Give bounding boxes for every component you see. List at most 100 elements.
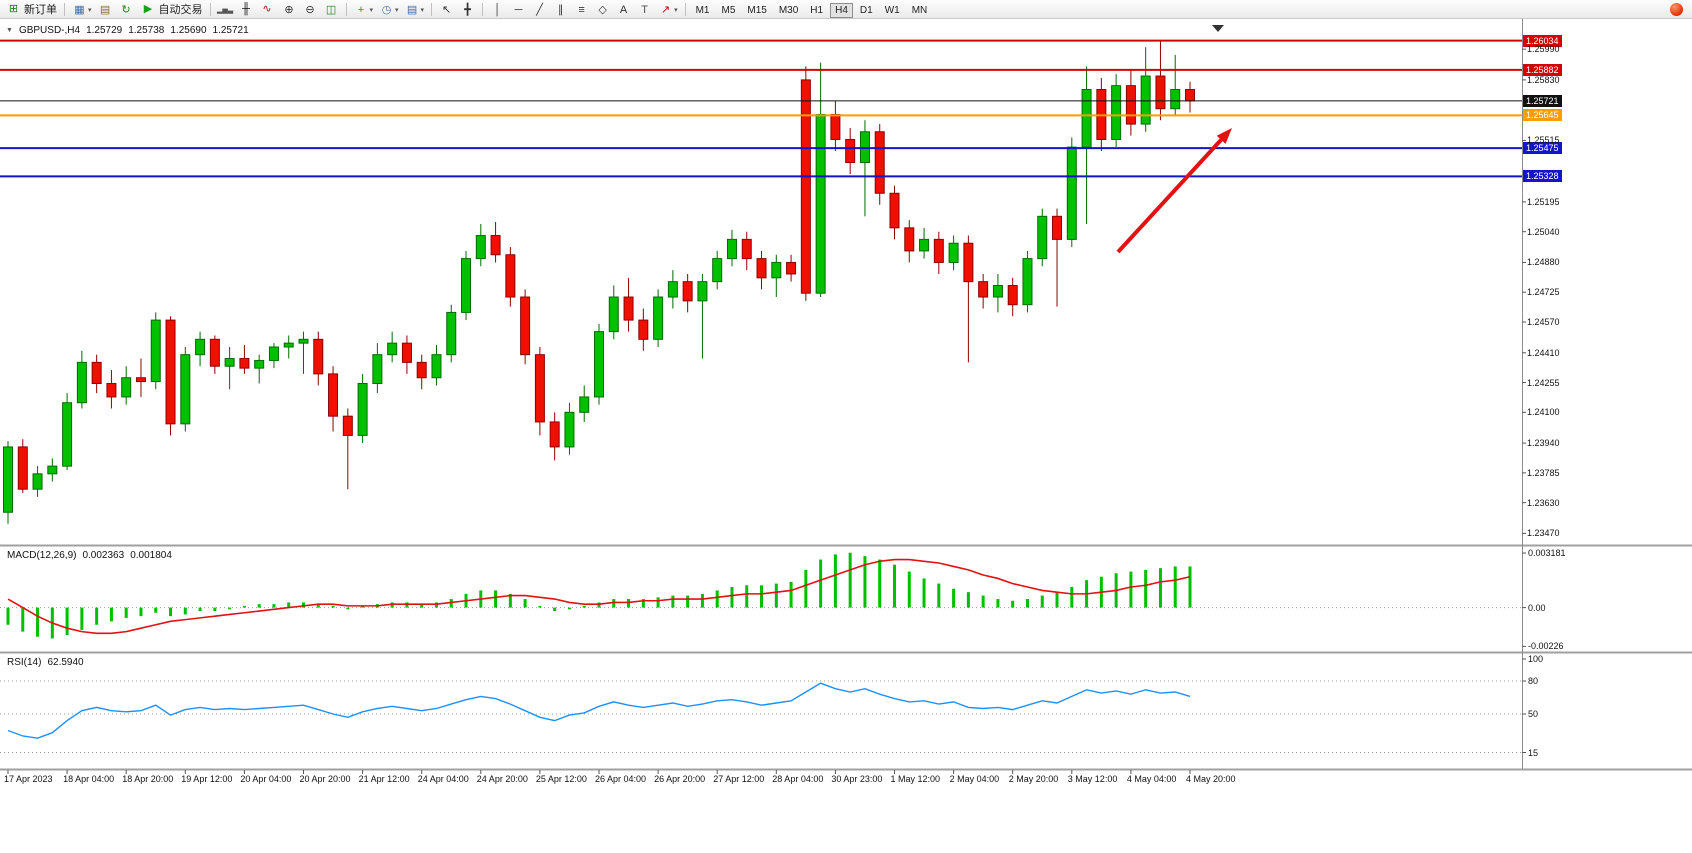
zoom-in-icon: ⊕ bbox=[284, 3, 294, 16]
toolbar-separator bbox=[431, 2, 433, 16]
candle-body bbox=[431, 354, 442, 379]
shapes-button[interactable]: ◇ bbox=[592, 2, 613, 19]
timeframe-m5-button[interactable]: M5 bbox=[721, 5, 736, 16]
templates-button[interactable]: ▤ ▾ bbox=[402, 2, 428, 19]
candle-body bbox=[298, 338, 309, 344]
arrows-button[interactable]: ↗ ▾ bbox=[655, 2, 681, 19]
equidistant-channel-button[interactable]: ∥ bbox=[550, 2, 571, 19]
macd-histogram-bar bbox=[21, 607, 25, 632]
price-label: 1.24880 bbox=[1527, 257, 1560, 268]
dropdown-caret-icon: ▾ bbox=[420, 7, 425, 14]
timeframe-m1-button[interactable]: M1 bbox=[695, 5, 710, 16]
macd-histogram-bar bbox=[981, 595, 985, 608]
candle-body bbox=[638, 319, 649, 340]
bar-chart-button[interactable]: ▂▅▃ bbox=[215, 2, 236, 19]
rsi-value: 62.5940 bbox=[47, 657, 84, 668]
time-label: 25 Apr 12:00 bbox=[535, 774, 587, 784]
low-value: 1.25690 bbox=[170, 25, 207, 36]
text-icon: A bbox=[619, 3, 628, 16]
macd-main-value: 0.002363 bbox=[82, 550, 125, 561]
tile-windows-button[interactable]: ◫ bbox=[321, 2, 342, 19]
cursor-button[interactable]: ↖ bbox=[436, 2, 457, 19]
autotrading-label: 自动交易 bbox=[158, 4, 203, 16]
macd-histogram-bar bbox=[730, 587, 734, 608]
timeframe-m30-button[interactable]: M30 bbox=[778, 5, 799, 16]
refresh-button[interactable]: ↻ bbox=[116, 2, 137, 19]
trend-arrow-annotation[interactable] bbox=[1116, 138, 1223, 254]
chart-window: ▼ GBPUSD-,H4 1.25729 1.25738 1.25690 1.2… bbox=[0, 19, 1692, 790]
candle-body bbox=[283, 342, 294, 348]
candlestick-chart-button[interactable]: ╫ bbox=[236, 1, 257, 18]
candle-body bbox=[1111, 85, 1122, 140]
price-label: 1.25990 bbox=[1527, 44, 1560, 55]
profiles-button[interactable]: ▤ bbox=[95, 2, 116, 19]
macd-histogram-bar bbox=[922, 578, 926, 608]
high-value: 1.25738 bbox=[128, 25, 165, 36]
trendline-button[interactable]: ╱ bbox=[529, 2, 550, 19]
symbol-period-label: GBPUSD-,H4 bbox=[18, 25, 81, 36]
candle-body bbox=[328, 373, 339, 417]
text-label-button[interactable]: T bbox=[634, 2, 655, 19]
candle-body bbox=[91, 361, 102, 385]
macd-histogram-bar bbox=[774, 583, 778, 608]
candle-body bbox=[165, 319, 176, 425]
new-order-button[interactable]: ⊞ 新订单 bbox=[3, 1, 60, 18]
notification-icon[interactable] bbox=[1670, 2, 1683, 16]
candle-body bbox=[32, 473, 43, 490]
timeframe-m15-button[interactable]: M15 bbox=[747, 5, 767, 16]
macd-histogram-bar bbox=[597, 602, 601, 608]
candle-body bbox=[904, 227, 915, 252]
line-chart-button[interactable]: ∿ bbox=[257, 1, 278, 18]
time-label: 20 Apr 04:00 bbox=[240, 774, 292, 784]
candle-body bbox=[697, 281, 708, 302]
text-button[interactable]: A bbox=[613, 2, 634, 19]
autotrading-button[interactable]: ▶ 自动交易 bbox=[138, 1, 206, 18]
macd-histogram-bar bbox=[213, 607, 217, 612]
macd-histogram-bar bbox=[1129, 571, 1133, 608]
periods-button[interactable]: ◷ ▾ bbox=[376, 2, 402, 19]
candle-body bbox=[357, 383, 368, 436]
time-label: 20 Apr 20:00 bbox=[299, 774, 351, 784]
vertical-line-button[interactable]: │ bbox=[487, 2, 508, 19]
timeframe-h4-button[interactable]: H4 bbox=[830, 3, 853, 18]
chart-type-group: ▂▅▃ ╫ ∿ bbox=[215, 0, 278, 19]
fibonacci-button[interactable]: ≡ bbox=[571, 2, 592, 19]
new-order-label: 新订单 bbox=[24, 4, 57, 16]
macd-histogram-bar bbox=[420, 604, 424, 608]
macd-histogram-bar bbox=[1011, 600, 1015, 608]
macd-name: MACD(12,26,9) bbox=[7, 550, 77, 561]
chart-canvas[interactable] bbox=[0, 19, 1692, 790]
macd-histogram-bar bbox=[65, 607, 69, 636]
chart-shift-marker-icon[interactable] bbox=[1212, 25, 1224, 32]
indicators-button[interactable]: + ▾ bbox=[351, 2, 377, 19]
tile-windows-icon: ◫ bbox=[325, 3, 337, 16]
macd-histogram-bar bbox=[863, 556, 867, 608]
macd-histogram-bar bbox=[848, 552, 852, 608]
zoom-out-button[interactable]: ⊖ bbox=[300, 2, 321, 19]
zoom-in-button[interactable]: ⊕ bbox=[279, 2, 300, 19]
price-label: 1.24570 bbox=[1527, 317, 1560, 327]
macd-histogram-bar bbox=[287, 602, 291, 608]
profiles-icon: ▤ bbox=[99, 3, 111, 16]
horizontal-line-button[interactable]: ─ bbox=[508, 2, 529, 19]
toolbar: ⊞ 新订单 ▦ ▾ ▤ ↻ ▶ 自动交易 ▂▅▃ ╫ ∿ ⊕ ⊖ ◫ + ▾ ◷ ▾ ▤ ▾ ↖ ╋ │ ─… bbox=[0, 0, 1692, 19]
timeframe-mn-button[interactable]: MN bbox=[911, 5, 928, 16]
candle-body bbox=[224, 358, 235, 367]
line-chart-icon: ∿ bbox=[262, 3, 272, 15]
timeframe-d1-button[interactable]: D1 bbox=[859, 5, 873, 16]
fibonacci-icon: ≡ bbox=[578, 3, 585, 16]
time-label: 18 Apr 20:00 bbox=[122, 774, 174, 784]
price-label: 1.24725 bbox=[1527, 287, 1560, 298]
price-label: 1.25515 bbox=[1527, 135, 1560, 146]
new-chart-button[interactable]: ▦ ▾ bbox=[69, 2, 95, 19]
price-line-tag: 1.25475 bbox=[1523, 142, 1562, 155]
time-label: 18 Apr 04:00 bbox=[63, 774, 115, 784]
templates-icon: ▤ bbox=[406, 3, 418, 16]
crosshair-button[interactable]: ╋ bbox=[457, 2, 478, 19]
macd-histogram-bar bbox=[1055, 592, 1059, 608]
candle-body bbox=[1125, 85, 1136, 125]
one-click-trading-toggle-icon[interactable]: ▼ bbox=[6, 27, 13, 34]
timeframe-h1-button[interactable]: H1 bbox=[810, 5, 824, 16]
timeframe-w1-button[interactable]: W1 bbox=[884, 5, 900, 16]
macd-signal-value: 0.001804 bbox=[130, 550, 172, 561]
